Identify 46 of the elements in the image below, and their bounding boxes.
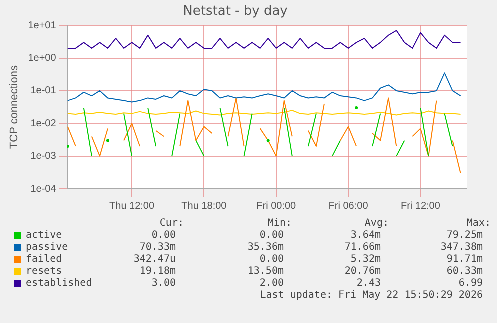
text: 342.47u (134, 254, 176, 265)
legend-label: failed (26, 254, 62, 265)
text: 19.18m (140, 266, 176, 277)
y-tick-label: 1e-01 (30, 86, 57, 97)
legend-label: established (26, 278, 92, 289)
text: 20.76m (344, 266, 381, 277)
chart-title: Netstat - by day (183, 4, 288, 20)
text: 3.00 (152, 278, 176, 289)
text: 0.00 (260, 230, 284, 241)
legend-label: active (26, 230, 62, 241)
text: 35.36m (248, 242, 284, 253)
legend-label: resets (26, 266, 62, 277)
text: 0.00 (260, 254, 284, 265)
point (355, 106, 358, 110)
y-tick-label: 1e-02 (30, 118, 57, 130)
text: Last update: Fri May 22 15:50:29 2026 (260, 290, 483, 301)
y-tick-label: 1e+00 (28, 53, 57, 64)
text: Min: (268, 218, 292, 229)
text: 13.50m (248, 266, 284, 277)
text: 0.00 (152, 230, 176, 241)
x-tick-label: Thu 18:00 (182, 200, 228, 212)
point (106, 139, 110, 142)
text: 91.71m (446, 254, 483, 265)
text: 347.38m (440, 242, 483, 253)
y-tick-label: 1e+01 (28, 20, 57, 32)
text: 3.64m (350, 230, 381, 241)
text: 71.66m (344, 242, 381, 253)
point (266, 139, 270, 142)
text: 6.99 (458, 278, 483, 289)
x-tick-label: Fri 06:00 (328, 200, 369, 212)
text: 70.33m (140, 242, 176, 253)
x-tick-label: Fri 12:00 (400, 200, 441, 212)
text: 79.25m (446, 230, 483, 241)
text: Max: (466, 218, 491, 229)
legend-label: passive (26, 242, 68, 253)
text: Avg: (364, 218, 389, 229)
text: 5.32m (350, 254, 381, 265)
y-tick-label: 1e-04 (30, 184, 57, 195)
x-tick-label: Thu 12:00 (110, 200, 155, 212)
text: Cur: (160, 218, 184, 229)
text: 2.00 (260, 278, 284, 289)
text: 2.43 (356, 278, 381, 289)
x-tick-label: Fri 00:00 (256, 200, 297, 212)
y-axis-title: TCP connections (8, 65, 21, 150)
text: 60.33m (446, 266, 483, 277)
y-tick-label: 1e-03 (30, 151, 57, 162)
